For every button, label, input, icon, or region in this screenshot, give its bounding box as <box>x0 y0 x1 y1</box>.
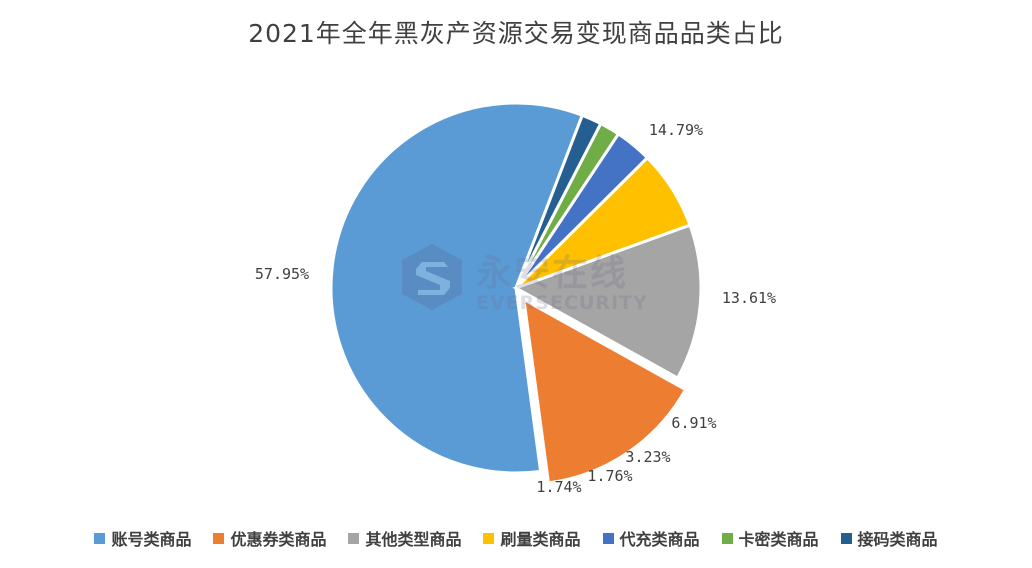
pie-slice-3 <box>512 223 703 381</box>
legend-label: 账号类商品 <box>111 530 192 549</box>
chart-title: 2021年全年黑灰产资源交易变现商品品类占比 <box>248 19 784 48</box>
data-label-7: 1.74% <box>536 478 581 496</box>
legend-label: 其他类型商品 <box>365 530 462 549</box>
legend-item-4: 刷量类商品 <box>483 526 581 550</box>
legend-label: 刷量类商品 <box>500 530 581 549</box>
data-label-3: 13.61% <box>722 289 776 307</box>
data-label-1: 57.95% <box>255 265 309 283</box>
legend-swatch <box>721 532 733 544</box>
legend-swatch <box>602 532 614 544</box>
pie-slice-7 <box>514 113 603 289</box>
legend-item-2: 优惠券类商品 <box>213 526 326 550</box>
legend-item-3: 其他类型商品 <box>348 526 461 550</box>
legend-label: 卡密类商品 <box>738 530 819 549</box>
legend-item-1: 账号类商品 <box>94 526 191 550</box>
legend-item-5: 代充类商品 <box>602 526 700 550</box>
data-label-2: 14.79% <box>649 121 703 139</box>
pie-slice-2 <box>521 296 688 485</box>
legend-label: 优惠券类商品 <box>230 530 327 549</box>
legend-swatch <box>840 532 852 544</box>
legend-item-7: 接码类商品 <box>840 526 938 550</box>
legend-swatch <box>348 532 360 544</box>
legend-label: 代充类商品 <box>619 530 700 549</box>
legend-swatch <box>213 532 225 544</box>
data-label-4: 6.91% <box>671 414 716 432</box>
data-label-6: 1.76% <box>587 467 632 485</box>
legend-label: 接码类商品 <box>857 530 938 549</box>
pie-slice-1 <box>329 101 585 475</box>
legend-item-6: 卡密类商品 <box>721 526 819 550</box>
legend-swatch <box>483 532 495 544</box>
legend: 账号类商品 优惠券类商品 其他类型商品 刷量类商品 代充类商品 卡密类商品 接码类商品 <box>0 526 1032 550</box>
legend-swatch <box>94 532 106 544</box>
data-label-5: 3.23% <box>625 448 670 466</box>
